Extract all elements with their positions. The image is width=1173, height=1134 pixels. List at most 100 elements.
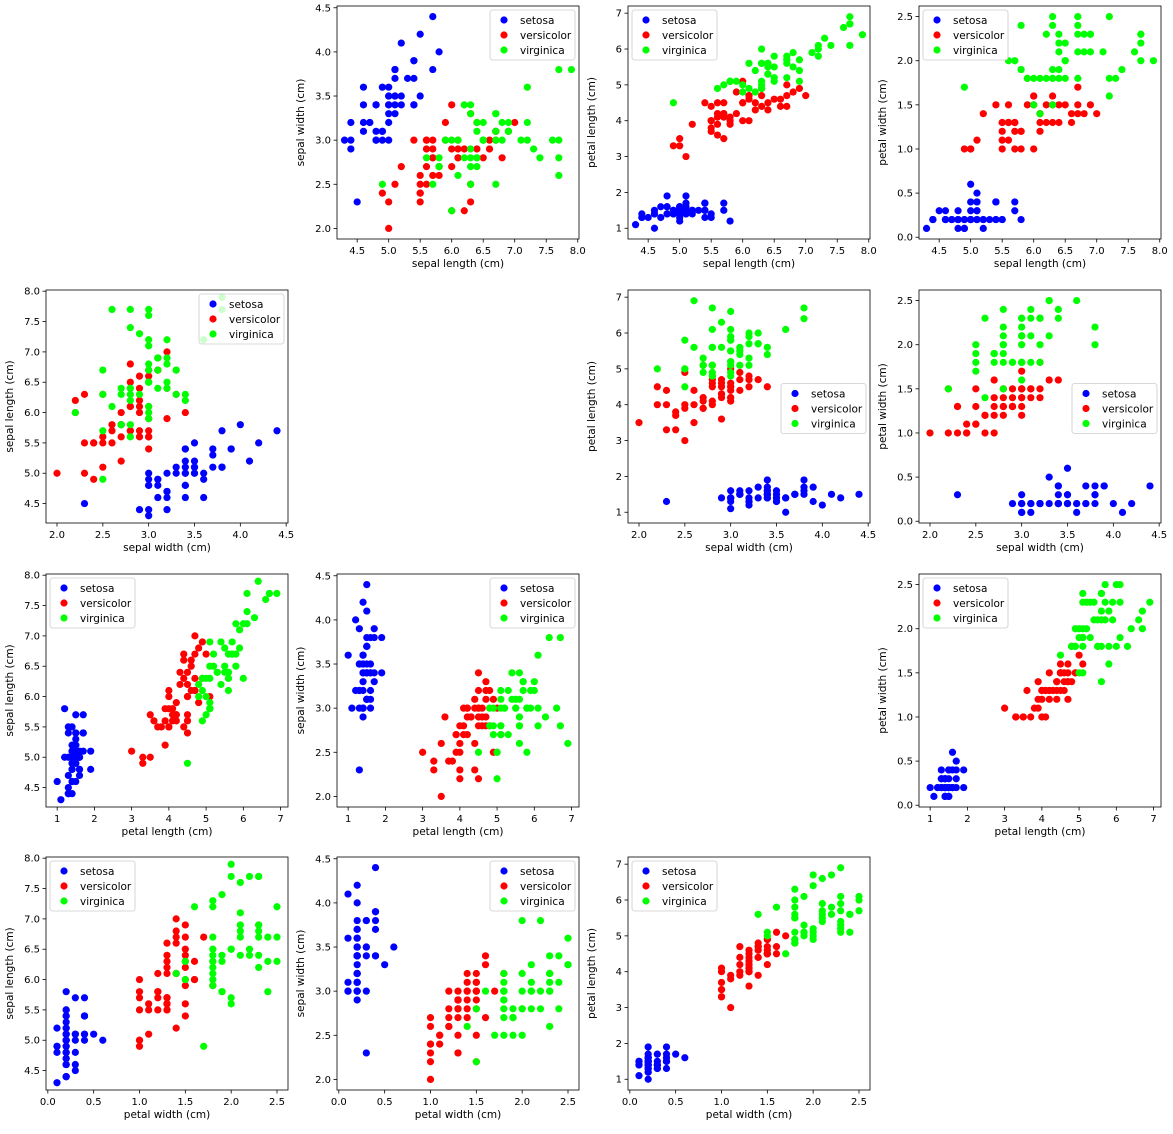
y-tick-label: 3	[616, 436, 622, 447]
data-point	[650, 210, 659, 218]
data-point	[727, 505, 735, 513]
legend-label-versicolor: versicolor	[953, 598, 1005, 610]
legend-marker-setosa	[500, 16, 508, 24]
data-point	[1023, 74, 1031, 82]
data-point	[758, 59, 766, 67]
data-point	[245, 457, 254, 465]
panel-sepal-length-vs-petal-width: 4.5 5.0 5.5 6.0 6.5 7.0 7.5 8.00.00.51.01.52.02…	[877, 5, 1168, 270]
data-point	[474, 775, 483, 783]
y-tick-label: 7	[616, 293, 622, 304]
data-point	[518, 1005, 526, 1013]
data-point	[1030, 145, 1038, 153]
x-tick-label: 2.5	[269, 1097, 285, 1108]
data-point	[232, 662, 240, 670]
y-tick-label: 3	[616, 152, 622, 163]
data-point	[1034, 678, 1042, 686]
y-tick-label: 2.5	[897, 12, 913, 23]
data-point	[472, 1058, 480, 1066]
data-point	[363, 642, 371, 650]
data-point	[1008, 402, 1017, 411]
data-point	[410, 136, 418, 144]
data-point	[62, 1054, 70, 1063]
data-point	[1056, 660, 1065, 668]
data-point	[1079, 669, 1087, 677]
legend-label-setosa: setosa	[811, 388, 845, 400]
data-point	[555, 171, 563, 180]
data-point	[699, 361, 707, 369]
y-tick-label: 3.5	[315, 943, 331, 954]
data-point	[1017, 127, 1025, 135]
series-virginica	[754, 864, 863, 958]
data-point	[707, 117, 715, 125]
data-point	[362, 952, 370, 960]
data-point	[202, 692, 210, 701]
data-point	[676, 210, 684, 218]
data-point	[754, 376, 762, 384]
data-point	[1036, 314, 1044, 322]
legend-marker-versicolor	[1082, 404, 1090, 413]
y-tick-label: 5	[616, 364, 622, 375]
data-point	[135, 408, 144, 417]
data-point	[454, 1014, 462, 1022]
data-point	[163, 336, 171, 344]
data-point	[436, 1031, 444, 1039]
data-point	[1036, 385, 1044, 393]
data-point	[486, 686, 494, 695]
data-point	[783, 102, 791, 110]
legend-label-virginica: virginica	[520, 45, 565, 57]
y-tick-label: 4.5	[315, 571, 331, 582]
data-point	[534, 704, 542, 712]
data-point	[366, 686, 375, 695]
data-point	[117, 390, 125, 398]
data-point	[518, 987, 526, 995]
x-axis-label: sepal width (cm)	[705, 542, 793, 554]
legend-label-virginica: virginica	[520, 613, 565, 625]
x-tick-label: 0.5	[668, 1097, 684, 1108]
data-point	[564, 739, 572, 748]
legend-marker-virginica	[500, 614, 508, 622]
series-virginica	[960, 12, 1158, 118]
data-point	[681, 401, 689, 409]
data-point	[68, 777, 76, 786]
data-point	[145, 415, 153, 423]
data-point	[221, 662, 229, 670]
data-point	[135, 396, 144, 405]
data-point	[463, 1022, 471, 1031]
data-point	[191, 674, 199, 682]
legend-label-virginica: virginica	[811, 418, 856, 430]
data-point	[426, 1014, 435, 1022]
y-axis-label: sepal length (cm)	[4, 360, 16, 452]
data-point	[846, 13, 854, 21]
data-point	[937, 766, 945, 774]
data-point	[930, 792, 938, 801]
data-point	[519, 686, 527, 695]
data-point	[441, 118, 449, 127]
data-point	[754, 483, 762, 491]
data-point	[165, 692, 173, 701]
data-point	[708, 343, 716, 351]
x-tick-label: 5.5	[703, 246, 719, 257]
data-point	[1082, 625, 1091, 633]
data-point	[71, 994, 79, 1002]
data-point	[498, 154, 506, 162]
x-tick-label: 4.0	[232, 530, 248, 541]
data-point	[416, 189, 424, 197]
x-tick-label: 1.0	[423, 1097, 439, 1108]
legend-marker-versicolor	[642, 882, 650, 890]
data-point	[1018, 491, 1026, 499]
data-point	[837, 907, 845, 915]
data-point	[145, 366, 153, 374]
data-point	[172, 939, 180, 947]
data-point	[739, 81, 747, 89]
data-point	[372, 127, 380, 135]
data-point	[1011, 57, 1019, 65]
data-point	[846, 41, 854, 50]
data-point	[378, 180, 386, 188]
data-point	[64, 723, 72, 731]
data-point	[135, 994, 144, 1002]
x-tick-label: 2	[964, 814, 970, 825]
series-versicolor	[669, 77, 810, 161]
data-point	[732, 109, 741, 118]
